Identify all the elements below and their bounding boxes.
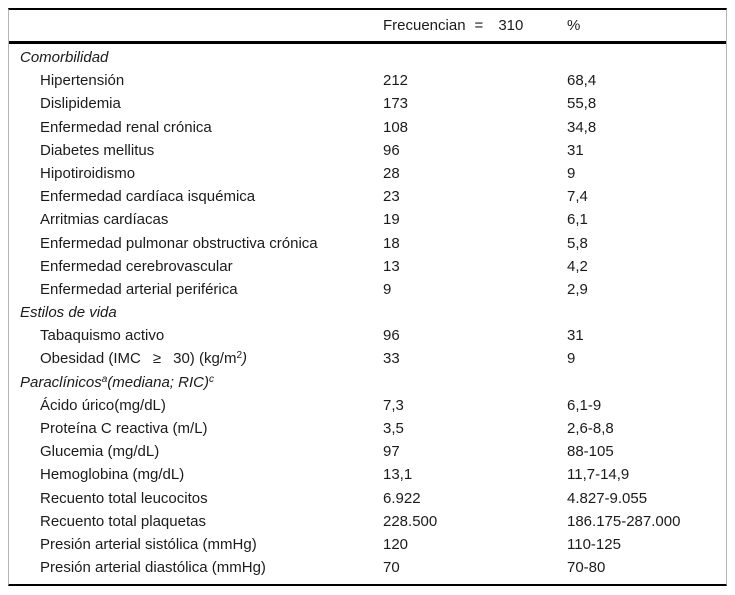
table-body: Comorbilidad Hipertensión 212 68,4 Disli… bbox=[9, 44, 726, 584]
frequency-label: Frecuencian bbox=[383, 17, 466, 34]
freq-value: 120 bbox=[383, 535, 409, 553]
row-label: Ácido úrico(mg/dL) bbox=[40, 396, 166, 414]
superscript-c: c bbox=[208, 373, 214, 385]
row-label: Hipotiroidismo bbox=[40, 164, 136, 182]
table-row: Hemoglobina (mg/dL) 13,1 11,7-14,9 bbox=[9, 463, 726, 486]
pct-value: 4.827-9.055 bbox=[567, 489, 648, 507]
greater-equal-symbol: ≥ bbox=[152, 350, 162, 368]
table-row: Dislipidemia 173 55,8 bbox=[9, 92, 726, 115]
table-row: Hipotiroidismo 28 9 bbox=[9, 162, 726, 185]
summary-table: Frecuencian = 310 % Comorbilidad Hipertens… bbox=[8, 8, 727, 587]
pct-value: 68,4 bbox=[567, 72, 597, 90]
freq-value: 33 bbox=[383, 350, 400, 368]
superscript-a: a bbox=[101, 373, 108, 385]
pct-value: 2,9 bbox=[567, 280, 588, 298]
column-header-frequency: Frecuencian = 310 bbox=[383, 17, 567, 34]
table-row: Recuento total plaquetas 228.500 186.175… bbox=[9, 510, 726, 533]
row-label: Enfermedad cardíaca isquémica bbox=[40, 188, 256, 206]
freq-value: 9 bbox=[383, 280, 392, 298]
percent-label: % bbox=[567, 17, 581, 34]
row-label: Arritmias cardíacas bbox=[40, 211, 169, 229]
freq-value: 13 bbox=[383, 257, 400, 275]
row-label: Enfermedad cerebrovascular bbox=[40, 257, 233, 275]
table-row-obesidad: Obesidad (IMC ≥30) (kg/m2) 33 9 bbox=[9, 347, 726, 370]
table-row: Enfermedad arterial periférica 9 2,9 bbox=[9, 278, 726, 301]
section-title: Estilos de vida bbox=[20, 304, 117, 322]
table-header-row: Frecuencian = 310 % bbox=[9, 10, 726, 44]
table-row: Hipertensión 212 68,4 bbox=[9, 69, 726, 92]
pct-value: 88-105 bbox=[567, 443, 614, 461]
table-row: Enfermedad pulmonar obstructiva crónica … bbox=[9, 232, 726, 255]
freq-value: 212 bbox=[383, 72, 409, 90]
row-label: Diabetes mellitus bbox=[40, 141, 155, 159]
pct-value: 5,8 bbox=[567, 234, 588, 252]
pct-value: 6,1 bbox=[567, 211, 588, 229]
table-row: Diabetes mellitus 96 31 bbox=[9, 139, 726, 162]
freq-value: 70 bbox=[383, 559, 400, 577]
freq-value: 96 bbox=[383, 327, 400, 345]
freq-value: 96 bbox=[383, 141, 400, 159]
row-label: Glucemia (mg/dL) bbox=[40, 443, 160, 461]
row-label: Hipertensión bbox=[40, 72, 125, 90]
pct-value: 31 bbox=[567, 327, 584, 345]
section-row-comorbilidad: Comorbilidad bbox=[9, 46, 726, 69]
pct-value: 70-80 bbox=[567, 559, 606, 577]
pct-value: 7,4 bbox=[567, 188, 588, 206]
row-label: Presión arterial diastólica (mmHg) bbox=[40, 559, 266, 577]
freq-value: 19 bbox=[383, 211, 400, 229]
pct-value: 6,1-9 bbox=[567, 396, 602, 414]
freq-value: 6.922 bbox=[383, 489, 421, 507]
freq-value: 228.500 bbox=[383, 512, 438, 530]
superscript-2: 2 bbox=[236, 350, 243, 362]
n-total-value: 310 bbox=[498, 17, 524, 34]
pct-value: 2,6-8,8 bbox=[567, 420, 614, 437]
freq-value: 23 bbox=[383, 188, 400, 206]
pct-value: 55,8 bbox=[567, 95, 597, 113]
table-row: Ácido úrico(mg/dL) 7,3 6,1-9 bbox=[9, 394, 726, 417]
row-label: Tabaquismo activo bbox=[40, 327, 165, 345]
freq-value: 173 bbox=[383, 95, 409, 113]
row-label: Hemoglobina (mg/dL) bbox=[40, 466, 185, 484]
section-row-paraclinicos: Paraclínicosa(mediana; RIC)c bbox=[9, 371, 726, 394]
freq-value: 108 bbox=[383, 118, 409, 136]
table-row: Proteína C reactiva (m/L) 3,5 2,6-8,8 bbox=[9, 417, 726, 440]
freq-value: 3,5 bbox=[383, 420, 404, 437]
freq-value: 28 bbox=[383, 164, 400, 182]
section-title: Paraclínicosa(mediana; RIC)c bbox=[20, 373, 214, 391]
table-row: Recuento total leucocitos 6.922 4.827-9.… bbox=[9, 487, 726, 510]
section-title: Comorbilidad bbox=[20, 49, 109, 66]
freq-value: 18 bbox=[383, 234, 400, 252]
table-row: Glucemia (mg/dL) 97 88-105 bbox=[9, 440, 726, 463]
row-label: Presión arterial sistólica (mmHg) bbox=[40, 535, 257, 553]
pct-value: 9 bbox=[567, 164, 576, 182]
row-label: Obesidad (IMC ≥30) (kg/m2) bbox=[9, 347, 383, 370]
row-label: Enfermedad pulmonar obstructiva crónica bbox=[40, 234, 318, 252]
section-row-estilos-de-vida: Estilos de vida bbox=[9, 301, 726, 324]
row-label: Enfermedad renal crónica bbox=[40, 118, 212, 136]
freq-value: 13,1 bbox=[383, 466, 413, 484]
column-header-percent: % bbox=[567, 17, 726, 34]
pct-value: 4,2 bbox=[567, 257, 588, 275]
table-row: Enfermedad cardíaca isquémica 23 7,4 bbox=[9, 185, 726, 208]
row-label: Recuento total leucocitos bbox=[40, 489, 208, 507]
pct-value: 11,7-14,9 bbox=[567, 466, 630, 484]
equals-sign: = bbox=[474, 17, 484, 34]
pct-value: 186.175-287.000 bbox=[567, 512, 681, 530]
pct-value: 31 bbox=[567, 141, 584, 159]
table-row: Presión arterial sistólica (mmHg) 120 11… bbox=[9, 533, 726, 556]
pct-value: 9 bbox=[567, 350, 576, 368]
pct-value: 34,8 bbox=[567, 118, 597, 136]
row-label: Recuento total plaquetas bbox=[40, 512, 206, 530]
freq-value: 7,3 bbox=[383, 396, 404, 414]
table-row: Tabaquismo activo 96 31 bbox=[9, 324, 726, 347]
table-row: Enfermedad renal crónica 108 34,8 bbox=[9, 116, 726, 139]
row-label: Enfermedad arterial periférica bbox=[40, 280, 238, 298]
pct-value: 110-125 bbox=[567, 535, 621, 553]
table-row: Presión arterial diastólica (mmHg) 70 70… bbox=[9, 556, 726, 579]
freq-value: 97 bbox=[383, 443, 400, 461]
table-row: Enfermedad cerebrovascular 13 4,2 bbox=[9, 255, 726, 278]
table-row: Arritmias cardíacas 19 6,1 bbox=[9, 208, 726, 231]
row-label: Dislipidemia bbox=[40, 95, 121, 113]
row-label: Proteína C reactiva (m/L) bbox=[40, 420, 208, 437]
